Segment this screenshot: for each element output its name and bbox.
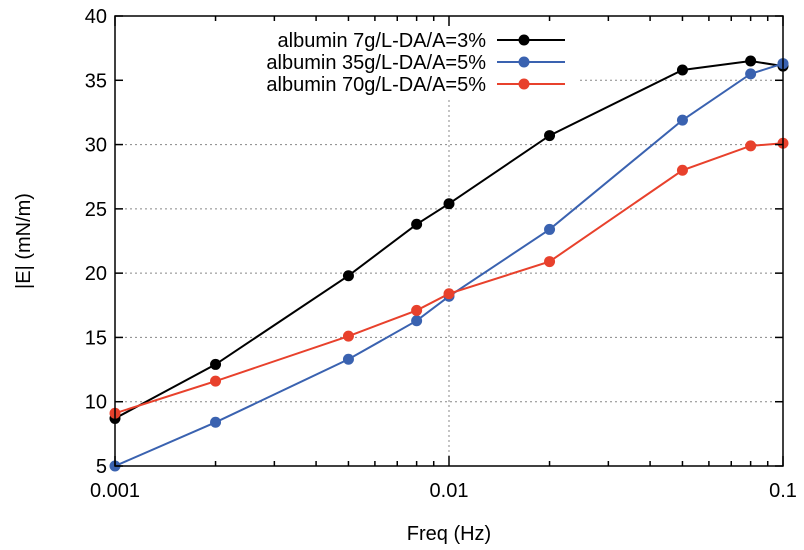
data-point <box>676 164 688 176</box>
legend-marker <box>518 78 530 90</box>
data-point <box>544 256 556 268</box>
y-tick-label: 35 <box>85 70 107 92</box>
y-tick-label: 20 <box>85 263 107 285</box>
data-point <box>443 198 455 210</box>
data-point <box>342 270 354 282</box>
grid <box>115 79 783 466</box>
data-point <box>210 416 222 428</box>
data-point <box>745 68 757 80</box>
y-tick-label: 40 <box>85 6 107 28</box>
data-point <box>342 330 354 342</box>
data-point <box>443 288 455 300</box>
data-point <box>411 304 423 316</box>
data-point <box>544 223 556 235</box>
data-point <box>745 140 757 152</box>
data-point <box>342 353 354 365</box>
data-point <box>544 130 556 142</box>
y-tick-label: 25 <box>85 199 107 221</box>
x-tick-label: 0.1 <box>769 480 797 502</box>
legend-marker <box>518 34 530 46</box>
legend-label: albumin 7g/L-DA/A=3% <box>278 30 487 52</box>
data-point <box>411 218 423 230</box>
legend-label: albumin 70g/L-DA/A=5% <box>266 74 486 96</box>
data-point <box>745 55 757 67</box>
y-tick-label: 5 <box>96 456 107 478</box>
y-axis-label: |E| (mN/m) <box>13 193 35 289</box>
axis-ticks: 5 10 15 20 25 30 35 40 0.001 0.01 0.1 <box>85 6 797 502</box>
legend: albumin 7g/L-DA/A=3%albumin 35g/L-DA/A=5… <box>266 30 565 96</box>
data-point <box>210 358 222 370</box>
legend-marker <box>518 56 530 68</box>
legend-item-1: albumin 7g/L-DA/A=3% <box>278 30 565 52</box>
data-point <box>411 315 423 327</box>
x-axis-label: Freq (Hz) <box>407 523 491 545</box>
data-point <box>210 375 222 387</box>
y-tick-label: 15 <box>85 327 107 349</box>
y-tick-label: 30 <box>85 135 107 157</box>
legend-item-3: albumin 70g/L-DA/A=5% <box>266 74 565 96</box>
data-point <box>676 64 688 76</box>
data-point <box>676 114 688 126</box>
x-tick-label: 0.01 <box>430 480 469 502</box>
series-line <box>114 142 784 415</box>
series-3 <box>109 137 789 419</box>
x-tick-label: 0.001 <box>90 480 140 502</box>
series-1 <box>109 55 789 424</box>
legend-item-2: albumin 35g/L-DA/A=5% <box>266 52 565 74</box>
series-layer <box>109 55 789 472</box>
legend-label: albumin 35g/L-DA/A=5% <box>266 52 486 74</box>
y-tick-label: 10 <box>85 392 107 414</box>
